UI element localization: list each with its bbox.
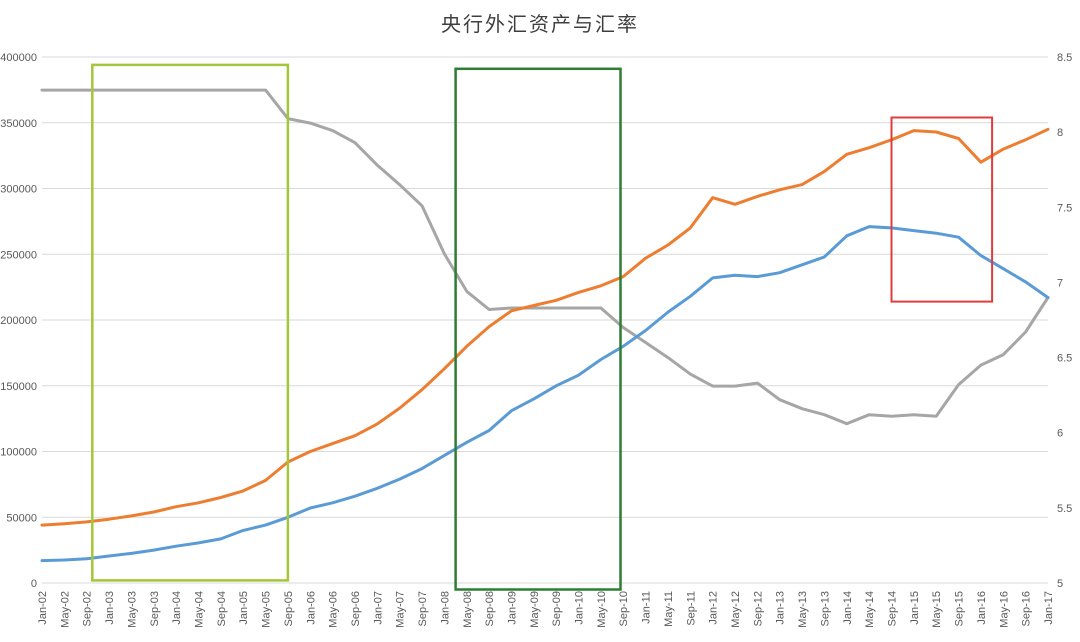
x-tick-label: May-02	[59, 591, 71, 628]
x-tick-label: Jan-08	[439, 591, 451, 625]
y-axis-right: 8.5 8 7.5 7 6.5 6 5.5 5	[1057, 52, 1072, 590]
y-right-tick-label: 7.5	[1057, 202, 1072, 214]
y-left-tick-label: 250000	[0, 249, 37, 261]
x-tick-label: Sep-02	[82, 591, 94, 626]
x-tick-label: Jan-13	[775, 591, 787, 625]
x-tick-label: May-04	[194, 591, 206, 628]
x-tick-label: Sep-13	[819, 591, 831, 626]
x-tick-label: May-03	[126, 591, 138, 628]
x-tick-label: Sep-10	[618, 591, 630, 626]
x-tick-label: Sep-14	[887, 591, 899, 626]
x-tick-label: Jan-07	[372, 591, 384, 625]
x-tick-label: Jan-05	[238, 591, 250, 625]
y-left-tick-label: 350000	[0, 118, 37, 130]
x-tick-label: Jan-12	[708, 591, 720, 625]
x-tick-label: May-16	[998, 591, 1010, 628]
x-tick-label: Sep-04	[216, 591, 228, 626]
y-right-tick-label: 7	[1057, 277, 1063, 289]
x-tick-label: Jan-03	[104, 591, 116, 625]
x-tick-label: Sep-03	[149, 591, 161, 626]
y-left-tick-label: 300000	[0, 184, 37, 196]
x-tick-label: Jan-04	[171, 591, 183, 625]
highlight-box-yellowgreen	[91, 63, 290, 582]
x-tick-label: May-12	[730, 591, 742, 628]
x-tick-label: May-07	[395, 591, 407, 628]
x-tick-label: Jan-17	[1043, 591, 1055, 625]
x-tick-label: May-11	[663, 591, 675, 627]
y-right-tick-label: 6	[1057, 428, 1063, 440]
y-left-tick-label: 150000	[0, 381, 37, 393]
y-right-tick-label: 5	[1057, 578, 1063, 590]
y-right-tick-label: 6.5	[1057, 353, 1072, 365]
x-tick-label: Sep-16	[1021, 591, 1033, 626]
y-left-tick-label: 100000	[0, 447, 37, 459]
x-axis: Jan-02 May-02 Sep-02 Jan-03 May-03 Sep-03 Jan-…	[37, 591, 1055, 628]
x-tick-label: May-08	[462, 591, 474, 628]
x-tick-label: Sep-11	[685, 591, 697, 626]
y-left-tick-label: 50000	[6, 512, 37, 524]
x-tick-label: May-14	[864, 591, 876, 628]
x-tick-label: Jan-16	[976, 591, 988, 625]
x-tick-label: May-15	[931, 591, 943, 628]
x-tick-label: Sep-15	[954, 591, 966, 626]
y-left-tick-label: 0	[31, 578, 37, 590]
x-tick-label: Sep-12	[752, 591, 764, 626]
x-tick-label: Sep-08	[484, 591, 496, 626]
exchange-rate-gray-line	[40, 88, 1050, 426]
x-tick-label: May-09	[529, 591, 541, 628]
x-tick-label: Jan-06	[305, 591, 317, 625]
highlight-box-darkgreen	[454, 67, 622, 591]
y-axis-left: 400000 350000 300000 250000 200000 150000 1000…	[0, 52, 37, 590]
x-tick-label: Jan-09	[507, 591, 519, 625]
fx-assets-orange-line	[40, 127, 1050, 527]
y-right-tick-label: 5.5	[1057, 503, 1072, 515]
x-tick-label: Jan-11	[641, 591, 653, 624]
x-tick-label: May-06	[328, 591, 340, 628]
x-tick-label: Jan-15	[909, 591, 921, 625]
x-tick-label: May-10	[596, 591, 608, 628]
x-tick-label: Sep-06	[350, 591, 362, 626]
y-right-tick-label: 8	[1057, 127, 1063, 139]
gridlines	[42, 56, 1048, 584]
fx-assets-blue-line	[40, 225, 1050, 563]
chart-title: 央行外汇资产与汇率	[441, 14, 639, 36]
annotation-boxes	[91, 63, 994, 591]
x-tick-label: Jan-10	[574, 591, 586, 625]
x-tick-label: Sep-07	[417, 591, 429, 626]
x-tick-label: Jan-14	[842, 591, 854, 625]
x-tick-label: Jan-02	[37, 591, 49, 625]
y-left-tick-label: 200000	[0, 315, 37, 327]
y-left-tick-label: 400000	[0, 52, 37, 64]
x-tick-label: Sep-09	[551, 591, 563, 626]
x-tick-label: May-05	[261, 591, 273, 628]
x-tick-label: Sep-05	[283, 591, 295, 626]
series	[40, 88, 1050, 563]
y-right-tick-label: 8.5	[1057, 52, 1072, 64]
highlight-box-red	[890, 116, 994, 303]
x-tick-label: May-13	[797, 591, 809, 628]
